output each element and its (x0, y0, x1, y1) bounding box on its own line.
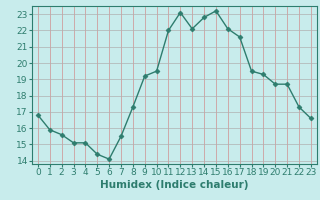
X-axis label: Humidex (Indice chaleur): Humidex (Indice chaleur) (100, 180, 249, 190)
